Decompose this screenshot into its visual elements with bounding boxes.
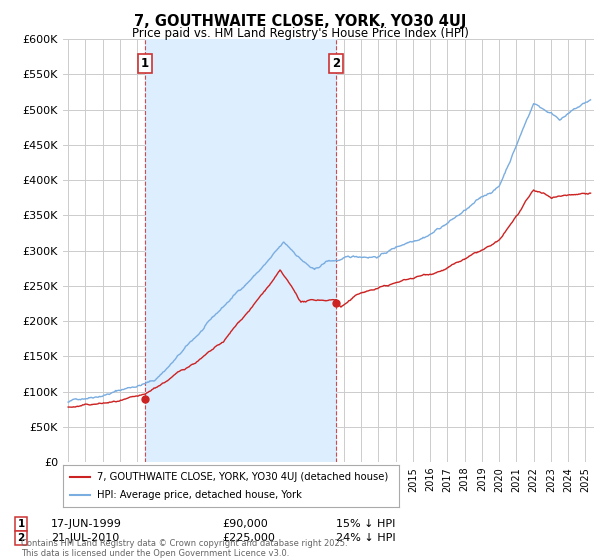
Text: 2: 2 <box>17 533 25 543</box>
Text: 15% ↓ HPI: 15% ↓ HPI <box>336 519 395 529</box>
Text: £225,000: £225,000 <box>222 533 275 543</box>
Text: HPI: Average price, detached house, York: HPI: Average price, detached house, York <box>97 490 301 500</box>
Text: Contains HM Land Registry data © Crown copyright and database right 2025.
This d: Contains HM Land Registry data © Crown c… <box>21 539 347 558</box>
Text: Price paid vs. HM Land Registry's House Price Index (HPI): Price paid vs. HM Land Registry's House … <box>131 27 469 40</box>
Text: £90,000: £90,000 <box>222 519 268 529</box>
Text: 21-JUL-2010: 21-JUL-2010 <box>51 533 119 543</box>
Text: 1: 1 <box>141 57 149 71</box>
Text: 2: 2 <box>332 57 340 71</box>
Text: 7, GOUTHWAITE CLOSE, YORK, YO30 4UJ (detached house): 7, GOUTHWAITE CLOSE, YORK, YO30 4UJ (det… <box>97 472 388 482</box>
Text: 24% ↓ HPI: 24% ↓ HPI <box>336 533 395 543</box>
Text: 17-JUN-1999: 17-JUN-1999 <box>51 519 122 529</box>
Text: 1: 1 <box>17 519 25 529</box>
Bar <box>145 39 336 462</box>
Text: 7, GOUTHWAITE CLOSE, YORK, YO30 4UJ: 7, GOUTHWAITE CLOSE, YORK, YO30 4UJ <box>134 14 466 29</box>
